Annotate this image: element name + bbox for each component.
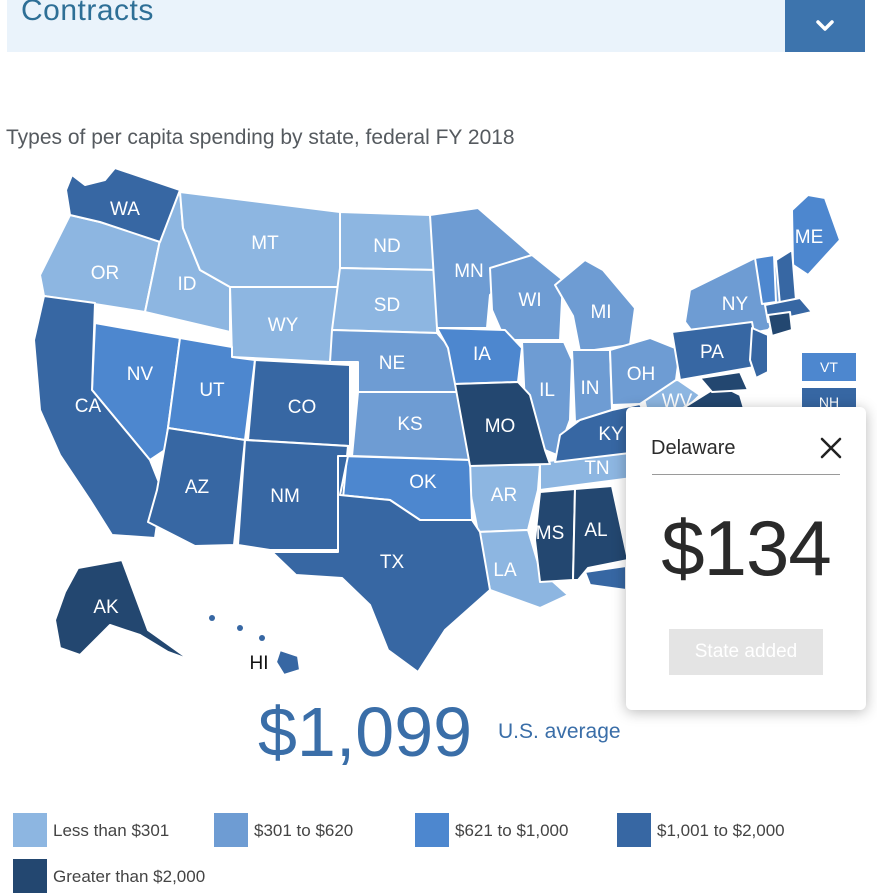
popup-state-value: $134 xyxy=(661,504,832,592)
state-me[interactable] xyxy=(791,194,841,276)
state-fl[interactable] xyxy=(584,565,627,591)
expand-toggle-button[interactable] xyxy=(785,0,865,52)
vt-box[interactable]: VT xyxy=(802,353,856,381)
state-al[interactable] xyxy=(572,485,629,581)
state-mt[interactable] xyxy=(179,191,341,288)
state-tx[interactable] xyxy=(271,455,491,673)
label-hi: HI xyxy=(250,653,269,674)
state-pa[interactable] xyxy=(671,321,761,381)
us-average-value: $1,099 xyxy=(258,693,473,771)
state-oh[interactable] xyxy=(609,337,681,406)
hawaii-island-maui xyxy=(259,635,265,641)
state-ks[interactable] xyxy=(351,391,471,461)
state-hi[interactable] xyxy=(275,649,301,676)
state-wi[interactable] xyxy=(489,254,564,341)
popup-divider xyxy=(652,474,840,475)
state-ca[interactable] xyxy=(33,295,163,539)
state-added-button[interactable]: State added xyxy=(669,629,823,675)
legend-swatch xyxy=(13,859,47,893)
legend-swatch xyxy=(415,813,449,847)
close-icon[interactable] xyxy=(818,435,844,461)
state-mi[interactable] xyxy=(554,259,636,353)
state-ak[interactable] xyxy=(54,559,191,661)
section-title: Contracts xyxy=(21,0,154,27)
chevron-down-icon xyxy=(816,20,834,31)
state-ct[interactable] xyxy=(767,311,793,337)
state-md[interactable] xyxy=(699,371,749,393)
state-wa[interactable] xyxy=(65,167,181,243)
state-co[interactable] xyxy=(247,359,351,447)
legend-swatch xyxy=(13,813,47,847)
state-ms[interactable] xyxy=(534,488,576,583)
hawaii-island-kauai xyxy=(209,615,215,621)
state-ar[interactable] xyxy=(464,464,541,533)
state-nm[interactable] xyxy=(237,439,349,551)
legend-label: Greater than $2,000 xyxy=(53,867,206,886)
state-nd[interactable] xyxy=(339,211,438,271)
state-sd[interactable] xyxy=(331,267,438,334)
state-nh-map[interactable] xyxy=(775,249,797,306)
us-average-label: U.S. average xyxy=(498,720,621,743)
state-popup: Delaware $134 State added xyxy=(626,407,866,710)
popup-state-name: Delaware xyxy=(651,437,736,459)
legend-label: $1,001 to $2,000 xyxy=(657,821,785,840)
legend-swatch xyxy=(617,813,651,847)
state-mo[interactable] xyxy=(454,381,551,467)
map-subtitle: Types of per capita spending by state, f… xyxy=(6,126,515,149)
legend-label: Less than $301 xyxy=(53,821,170,840)
section-header[interactable]: Contracts xyxy=(7,0,865,52)
state-wy[interactable] xyxy=(229,286,341,363)
legend-label: $621 to $1,000 xyxy=(455,821,569,840)
hawaii-island-oahu xyxy=(237,625,243,631)
state-nj[interactable] xyxy=(749,327,769,379)
legend-swatch xyxy=(214,813,248,847)
legend-label: $301 to $620 xyxy=(254,821,354,840)
